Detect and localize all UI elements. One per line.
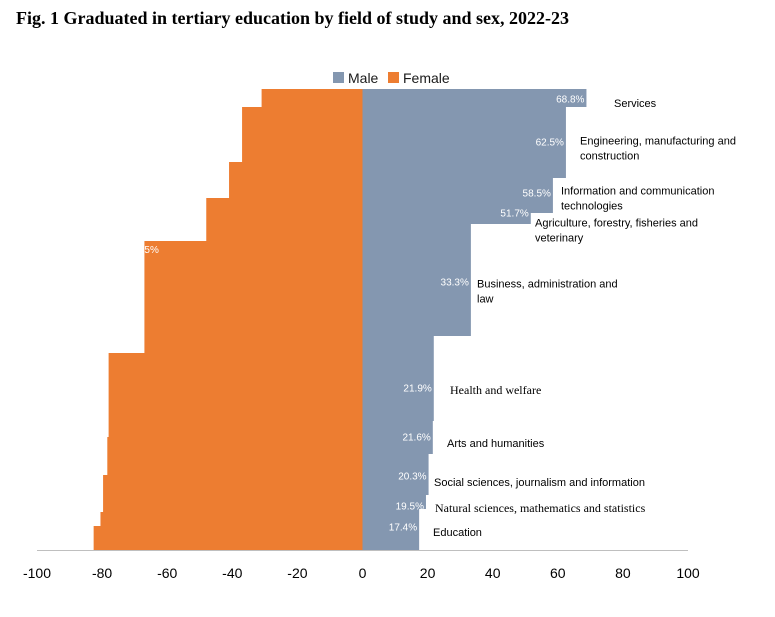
- category-label: Business, administration and law: [477, 279, 618, 306]
- category-label: Health and welfare: [450, 383, 541, 397]
- x-axis: -100 -80 -60 -40 -20 0 20 40 60 80 100: [23, 550, 700, 581]
- male-value-label: 62.5%: [536, 138, 564, 149]
- legend-label-male: Male: [348, 70, 379, 86]
- male-bar: [362, 421, 433, 454]
- female-bar: [100, 512, 363, 526]
- x-tick-label: 100: [676, 565, 700, 581]
- female-value-label: 5%: [144, 245, 159, 256]
- category-label: Services: [614, 98, 657, 110]
- legend: Male Female: [333, 70, 450, 86]
- male-value-label: 21.6%: [402, 433, 430, 444]
- category-label: Social sciences, journalism and informat…: [434, 477, 645, 489]
- female-bar: [144, 241, 363, 353]
- male-bar: [362, 224, 471, 336]
- female-bar: [103, 475, 363, 512]
- legend-swatch-male: [333, 72, 344, 83]
- female-bar: [93, 526, 363, 550]
- male-bar: [362, 336, 434, 421]
- male-bar: [362, 509, 420, 550]
- x-tick-label: 60: [550, 565, 566, 581]
- x-tick-label: 40: [485, 565, 501, 581]
- male-bar: [362, 89, 587, 107]
- male-value-label: 17.4%: [389, 523, 417, 534]
- x-tick-label: 80: [615, 565, 631, 581]
- category-label: Education: [433, 527, 482, 539]
- female-bar: [261, 89, 363, 107]
- percentage-labels: 68.8% 62.5% 58.5% 51.7% 33.3% 5% 21.9% 21.6% 20.…: [144, 95, 584, 534]
- male-value-label: 33.3%: [441, 278, 469, 289]
- male-value-label: 51.7%: [500, 209, 528, 220]
- female-bar: [242, 107, 363, 162]
- female-bar: [229, 162, 363, 198]
- male-bar: [362, 213, 531, 224]
- category-label: Arts and humanities: [447, 438, 545, 450]
- legend-label-female: Female: [403, 70, 450, 86]
- male-value-label: 19.5%: [396, 502, 424, 513]
- category-label: Engineering, manufacturing and constructi…: [580, 136, 736, 163]
- male-bars: [362, 89, 587, 550]
- category-label: Natural sciences, mathematics and statis…: [435, 501, 646, 515]
- female-bar: [206, 198, 363, 241]
- category-label: Agriculture, forestry, fisheries and vete…: [535, 218, 698, 245]
- female-bars: [93, 89, 363, 550]
- female-bar: [108, 353, 363, 437]
- x-tick-label: -100: [23, 565, 51, 581]
- x-tick-label: -40: [222, 565, 242, 581]
- male-bar: [362, 107, 566, 178]
- male-bar: [362, 178, 553, 213]
- category-labels: Services Engineering, manufacturing and co…: [433, 98, 736, 539]
- chart-title: Fig. 1 Graduated in tertiary education b…: [16, 8, 570, 28]
- male-value-label: 20.3%: [398, 472, 426, 483]
- x-tick-label: -20: [287, 565, 307, 581]
- male-value-label: 21.9%: [403, 384, 431, 395]
- female-bar: [107, 437, 363, 475]
- male-value-label: 68.8%: [556, 95, 584, 106]
- category-label: Information and communication technologie…: [561, 186, 714, 213]
- male-value-label: 58.5%: [523, 189, 551, 200]
- x-tick-label: -80: [92, 565, 112, 581]
- male-bar: [362, 495, 426, 509]
- legend-swatch-female: [388, 72, 399, 83]
- x-tick-label: 20: [420, 565, 436, 581]
- x-tick-label: -60: [157, 565, 177, 581]
- male-bar: [362, 454, 429, 495]
- x-tick-label: 0: [359, 565, 367, 581]
